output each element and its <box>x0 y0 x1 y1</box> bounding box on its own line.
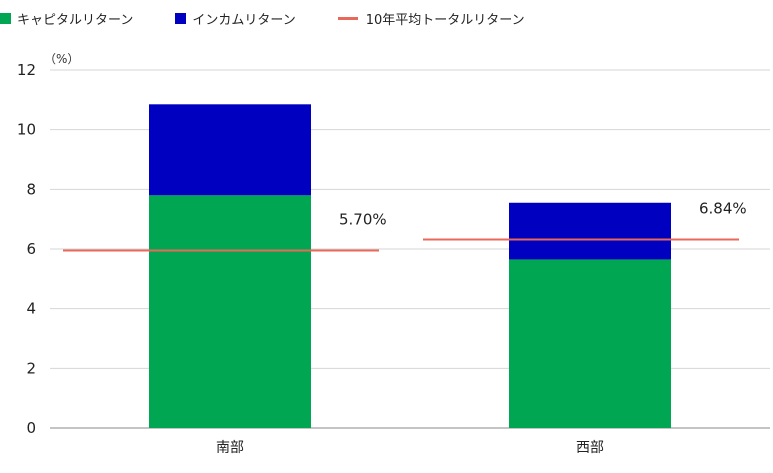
y-tick-label: 12 <box>17 61 36 79</box>
avg-total-return-label: 5.70% <box>339 210 387 228</box>
legend-label-avg-total-return: 10年平均トータルリターン <box>365 12 525 28</box>
average-lines <box>63 238 739 252</box>
legend-item-income-return: インカムリターン <box>175 9 296 28</box>
y-tick-label: 10 <box>17 121 36 139</box>
legend-item-capital-return: キャピタルリターン <box>0 9 133 28</box>
x-axis-ticks: 南部 西部 <box>216 440 604 456</box>
y-tick-label: 6 <box>26 240 36 258</box>
legend-label-income-return: インカムリターン <box>192 12 296 28</box>
legend: キャピタルリターン インカムリターン 10年平均トータルリターン <box>0 8 525 28</box>
avg-total-return-label: 6.84% <box>699 199 747 217</box>
legend-label-capital-return: キャピタルリターン <box>17 12 134 28</box>
legend-swatch-capital-return <box>0 12 11 24</box>
y-tick-label: 2 <box>26 359 36 377</box>
data-labels: 5.70% 6.84% <box>339 199 747 228</box>
bar-income-return <box>509 202 671 260</box>
y-tick-label: 4 <box>26 300 36 318</box>
bar-income-return <box>149 104 311 196</box>
x-tick-label: 西部 <box>576 440 604 456</box>
legend-item-avg-total-return: 10年平均トータルリターン <box>337 9 525 28</box>
bar-capital-return <box>509 259 671 428</box>
y-tick-label: 0 <box>26 419 36 437</box>
y-axis-unit-label: （%） <box>44 52 80 66</box>
y-axis-ticks: 0 2 4 6 8 10 12 <box>17 61 36 437</box>
bar-capital-return <box>149 195 311 428</box>
x-tick-label: 南部 <box>216 440 244 456</box>
legend-swatch-avg-total-return <box>337 16 358 20</box>
bars <box>149 104 671 428</box>
y-tick-label: 8 <box>26 180 36 198</box>
legend-swatch-income-return <box>175 12 187 24</box>
